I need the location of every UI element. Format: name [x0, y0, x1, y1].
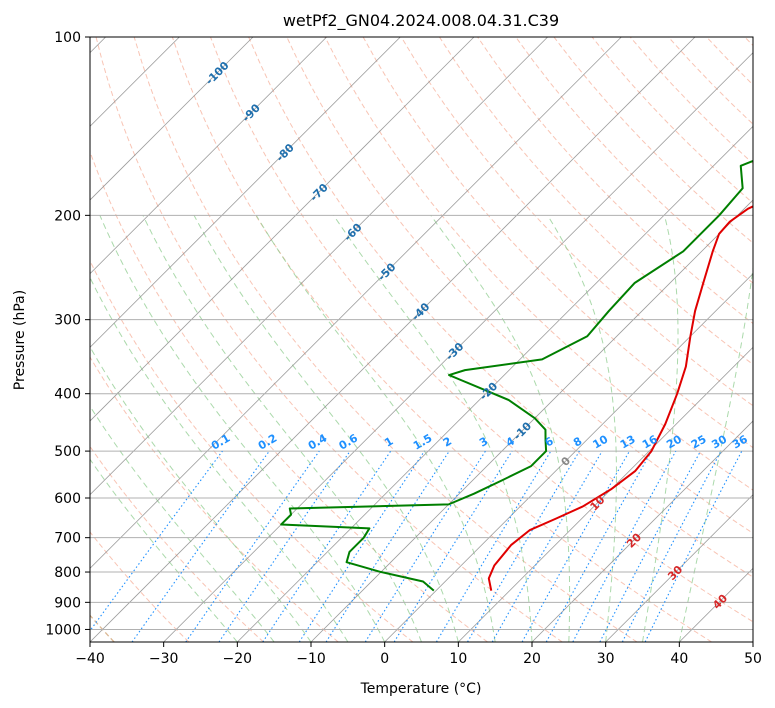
dry-adiabat — [90, 356, 339, 642]
moist-adiabat — [90, 405, 275, 642]
y-tick-label: 900 — [54, 595, 81, 611]
isotherm — [163, 52, 753, 642]
mixing-ratio-line — [572, 450, 677, 642]
mixing-ratio-line — [545, 450, 653, 642]
dry-adiabat — [90, 531, 190, 642]
background-lines — [90, 37, 753, 642]
isotherm — [90, 37, 548, 496]
moist-adiabat — [547, 215, 617, 642]
moist-adiabat — [678, 264, 753, 642]
plot-frame — [89, 36, 754, 643]
y-tick-label: 500 — [54, 444, 81, 460]
isotherm — [458, 346, 753, 642]
y-tick-label: 1000 — [45, 622, 81, 638]
x-tick-label: −30 — [149, 651, 179, 667]
isotherm — [90, 37, 696, 642]
x-tick-label: −40 — [75, 651, 105, 667]
dry-adiabat — [90, 445, 264, 642]
dry-adiabat — [515, 37, 753, 284]
dewpoint-line — [280, 159, 753, 592]
y-tick-label: 300 — [54, 313, 81, 329]
x-tick-label: 10 — [449, 651, 467, 667]
chart-title: wetPf2_GN04.2024.008.04.31.C39 — [283, 11, 559, 31]
temperature-line — [487, 205, 753, 591]
isotherm — [90, 37, 401, 348]
moist-adiabat — [333, 215, 533, 642]
moist-adiabat — [430, 215, 571, 642]
moist-adiabat — [642, 215, 679, 642]
x-tick-label: 50 — [744, 651, 762, 667]
dry-adiabat — [95, 37, 563, 642]
axes: −40 −30 −20 −10 0 10 20 30 40 50 100 200 300 400 500 60… — [45, 30, 762, 667]
x-tick-label: −10 — [296, 651, 326, 667]
isotherm — [384, 273, 753, 642]
dry-adiabat — [324, 37, 753, 491]
dry-adiabat — [248, 37, 753, 578]
y-axis-title: Pressure (hPa) — [12, 290, 28, 390]
mixing-ratio-line — [393, 450, 513, 642]
isotherm — [310, 199, 753, 642]
isotherm — [90, 37, 622, 569]
dry-adiabat — [210, 37, 753, 623]
x-tick-label: 20 — [523, 651, 541, 667]
dry-adiabat — [133, 37, 638, 642]
profiles — [280, 159, 753, 592]
y-tick-label: 200 — [54, 208, 81, 224]
dry-adiabat — [439, 37, 753, 366]
moist-adiabat — [90, 345, 312, 642]
mixing-ratio-line — [90, 450, 223, 632]
x-tick-label: 40 — [670, 651, 688, 667]
dry-adiabat — [171, 37, 712, 642]
x-tick-label: 0 — [380, 651, 389, 667]
mixing-ratio-line — [325, 450, 450, 642]
dry-adiabat — [400, 37, 753, 407]
isotherm — [90, 37, 475, 422]
isotherm — [90, 37, 254, 201]
isotherm — [237, 125, 753, 642]
moist-adiabat — [90, 458, 238, 642]
mixing-ratio-line — [262, 450, 392, 642]
x-tick-label: −20 — [223, 651, 253, 667]
x-axis-title: Temperature (°C) — [360, 681, 482, 697]
isotherm — [90, 37, 327, 275]
dry-adiabat — [90, 150, 488, 642]
x-tick-label: 30 — [597, 651, 615, 667]
moist-adiabat — [142, 215, 422, 642]
y-tick-label: 700 — [54, 531, 81, 547]
isotherm — [605, 494, 753, 642]
mixing-ratio-line — [644, 450, 743, 642]
y-tick-label: 100 — [54, 30, 81, 46]
y-tick-label: 800 — [54, 565, 81, 581]
moist-adiabat — [193, 215, 459, 642]
mixing-ratio-line — [131, 450, 270, 642]
mixing-ratio-line — [218, 450, 351, 642]
mixing-ratio-line — [185, 450, 320, 642]
y-tick-label: 400 — [54, 387, 81, 403]
isotherm — [531, 420, 753, 642]
y-tick-label: 600 — [54, 491, 81, 507]
